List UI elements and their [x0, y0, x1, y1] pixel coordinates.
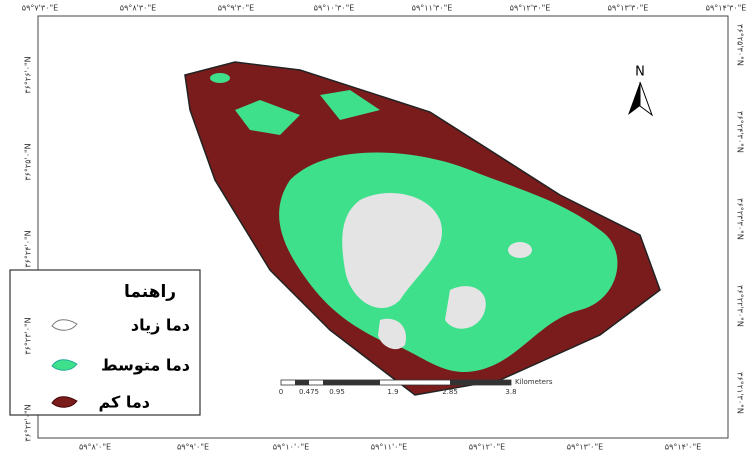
- bottom-coordinate: ۵۹°۱۱'۰"E: [371, 443, 407, 452]
- north-arrow: N: [628, 65, 654, 117]
- left-coordinate: ۳۶°۲۲'۰"N: [24, 404, 33, 441]
- medium-temperature-patch: [320, 90, 380, 120]
- legend-swatch: [51, 319, 78, 331]
- bottom-coordinate: ۵۹°۸'۰"E: [79, 443, 111, 452]
- legend-swatch: [51, 396, 78, 408]
- top-coordinate: ۵۹°۸'۳۰"E: [120, 4, 156, 13]
- legend-title: راهنما: [124, 282, 176, 302]
- legend-item: دما متوسط: [101, 356, 190, 375]
- top-coordinate: ۵۹°۱۰'۳۰"E: [314, 4, 355, 13]
- bottom-coordinate: ۵۹°۹'۰"E: [177, 443, 209, 452]
- left-coordinate: ۳۶°۲۳'۰"N: [24, 317, 33, 354]
- legend: راهنما دما زیاد دما متوسط دما کم: [9, 269, 201, 416]
- legend-swatch: [51, 359, 78, 371]
- legend-item: دما کم: [98, 393, 150, 412]
- scale-tick-label: 3.8: [505, 388, 516, 396]
- legend-box: [9, 269, 201, 416]
- left-coordinate: ۳۶°۲۵'۰"N: [24, 143, 33, 180]
- right-coordinate: ۳۶°۲۵'۳۰"N: [736, 24, 745, 66]
- top-coordinate: ۵۹°۱۳'۳۰"E: [608, 4, 649, 13]
- scale-tick-label: 0.95: [329, 388, 345, 396]
- scale-tick-label: 0: [279, 388, 283, 396]
- bottom-coordinate: ۵۹°۱۰'۰"E: [273, 443, 309, 452]
- top-coordinate: ۵۹°۱۴'۳۰"E: [706, 4, 747, 13]
- high-temperature-zone: [342, 192, 442, 309]
- high-temperature-zone: [445, 286, 486, 329]
- scale-tick-label: 1.9: [387, 388, 398, 396]
- legend-item: دما زیاد: [131, 316, 190, 335]
- bottom-coordinate: ۵۹°۱۳'۰"E: [567, 443, 603, 452]
- right-coordinate: ۳۶°۲۳'۳۰"N: [736, 198, 745, 240]
- bottom-coordinate: ۵۹°۱۲'۰"E: [469, 443, 505, 452]
- right-coordinate: ۳۶°۲۲'۳۰"N: [736, 285, 745, 327]
- right-coordinate: ۳۶°۲۴'۳۰"N: [736, 111, 745, 153]
- left-coordinate: ۳۶°۲۴'۰"N: [24, 230, 33, 267]
- high-temperature-zone: [378, 318, 406, 350]
- right-coordinate: ۳۶°۲۱'۳۰"N: [736, 372, 745, 414]
- top-coordinate: ۵۹°۱۱'۳۰"E: [412, 4, 453, 13]
- north-label: N: [635, 65, 645, 80]
- study-area: [184, 61, 661, 396]
- medium-temperature-patch: [565, 258, 595, 282]
- high-temperature-zone: [508, 242, 532, 258]
- left-coordinate: ۳۶°۲۶'۰"N: [24, 56, 33, 93]
- scale-bar: Kilometers: [280, 378, 553, 386]
- medium-temperature-patch: [210, 73, 230, 83]
- scale-unit: Kilometers: [515, 378, 553, 386]
- medium-temperature-patch: [235, 100, 300, 135]
- bottom-coordinate: ۵۹°۱۴'۰"E: [665, 443, 701, 452]
- top-coordinate: ۵۹°۱۲'۳۰"E: [510, 4, 551, 13]
- top-coordinate: ۵۹°۷'۳۰"E: [22, 4, 58, 13]
- scale-tick-label: 2.85: [442, 388, 458, 396]
- scale-tick-label: 0.475: [299, 388, 319, 396]
- top-coordinate: ۵۹°۹'۳۰"E: [218, 4, 254, 13]
